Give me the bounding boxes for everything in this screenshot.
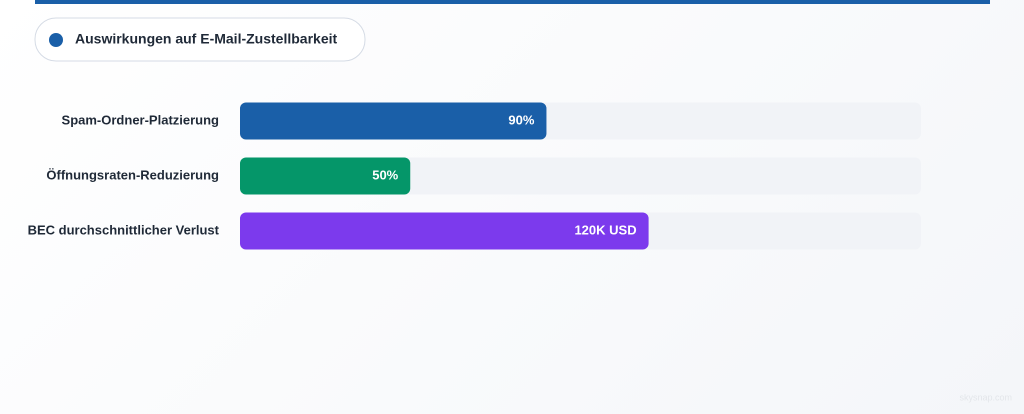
- value-label: 90%: [508, 112, 534, 127]
- category-label: Spam-Ordner-Platzierung: [62, 112, 220, 127]
- legend-label: Auswirkungen auf E-Mail-Zustellbarkeit: [75, 31, 337, 47]
- category-label: BEC durchschnittlicher Verlust: [28, 222, 220, 237]
- bar: [240, 212, 649, 250]
- watermark: skysnap.com: [959, 392, 1012, 402]
- legend-swatch: [49, 33, 63, 47]
- value-label: 50%: [372, 167, 398, 182]
- legend-box: [34, 17, 366, 62]
- category-label: Öffnungsraten-Reduzierung: [46, 167, 219, 182]
- bar: [240, 102, 547, 140]
- value-label: 120K USD: [574, 222, 636, 237]
- bar: [240, 157, 411, 195]
- top-accent: [35, 0, 990, 4]
